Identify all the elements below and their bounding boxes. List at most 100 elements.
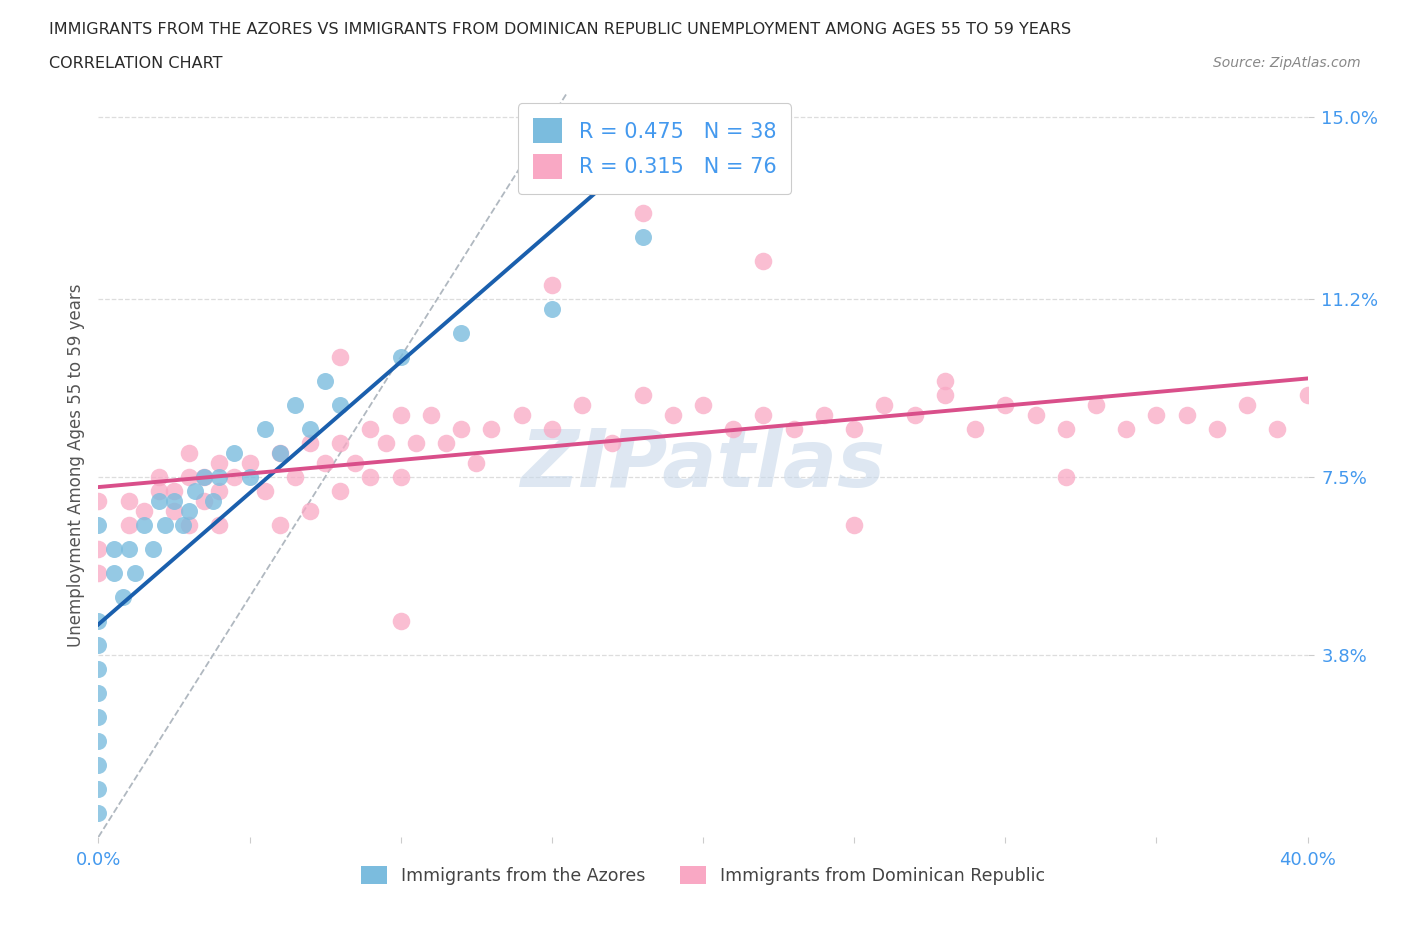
Point: [692, 397, 714, 412]
Text: Source: ZipAtlas.com: Source: ZipAtlas.com: [1213, 56, 1361, 70]
Point: [224, 470, 246, 485]
Point: [284, 470, 307, 485]
Point: [179, 470, 201, 485]
Point: [374, 436, 396, 451]
Point: [299, 421, 322, 436]
Point: [510, 407, 533, 422]
Text: CORRELATION CHART: CORRELATION CHART: [49, 56, 222, 71]
Point: [179, 503, 201, 518]
Point: [329, 484, 352, 498]
Point: [329, 436, 352, 451]
Point: [87, 565, 110, 580]
Point: [253, 484, 276, 498]
Point: [1115, 421, 1137, 436]
Point: [299, 503, 322, 518]
Point: [1085, 397, 1108, 412]
Point: [602, 436, 624, 451]
Point: [661, 407, 683, 422]
Point: [148, 494, 170, 509]
Point: [783, 421, 806, 436]
Point: [904, 407, 927, 422]
Point: [202, 494, 225, 509]
Point: [184, 484, 207, 498]
Point: [1024, 407, 1046, 422]
Point: [179, 445, 201, 460]
Point: [269, 518, 291, 533]
Point: [124, 565, 146, 580]
Point: [360, 470, 382, 485]
Point: [1236, 397, 1258, 412]
Point: [1054, 421, 1077, 436]
Point: [132, 518, 155, 533]
Point: [284, 397, 307, 412]
Point: [420, 407, 443, 422]
Point: [1206, 421, 1229, 436]
Text: IMMIGRANTS FROM THE AZORES VS IMMIGRANTS FROM DOMINICAN REPUBLIC UNEMPLOYMENT AM: IMMIGRANTS FROM THE AZORES VS IMMIGRANTS…: [49, 22, 1071, 37]
Point: [934, 388, 956, 403]
Point: [481, 421, 503, 436]
Point: [87, 541, 110, 556]
Point: [1054, 470, 1077, 485]
Point: [934, 374, 956, 389]
Point: [172, 518, 194, 533]
Point: [163, 503, 186, 518]
Point: [148, 470, 170, 485]
Point: [103, 541, 125, 556]
Point: [389, 407, 412, 422]
Point: [87, 758, 110, 773]
Point: [450, 421, 472, 436]
Point: [208, 518, 231, 533]
Point: [540, 277, 562, 292]
Point: [1175, 407, 1198, 422]
Point: [193, 494, 215, 509]
Point: [329, 397, 352, 412]
Point: [465, 455, 488, 470]
Point: [540, 421, 562, 436]
Point: [153, 518, 176, 533]
Point: [269, 445, 291, 460]
Point: [389, 614, 412, 629]
Point: [163, 484, 186, 498]
Point: [314, 374, 336, 389]
Point: [253, 421, 276, 436]
Point: [405, 436, 427, 451]
Point: [148, 484, 170, 498]
Point: [965, 421, 987, 436]
Point: [450, 326, 472, 340]
Point: [87, 805, 110, 820]
Legend: Immigrants from the Azores, Immigrants from Dominican Republic: Immigrants from the Azores, Immigrants f…: [354, 859, 1052, 892]
Point: [87, 685, 110, 700]
Point: [103, 565, 125, 580]
Y-axis label: Unemployment Among Ages 55 to 59 years: Unemployment Among Ages 55 to 59 years: [66, 284, 84, 646]
Point: [360, 421, 382, 436]
Point: [1296, 388, 1319, 403]
Point: [723, 421, 745, 436]
Point: [87, 710, 110, 724]
Point: [631, 388, 654, 403]
Point: [87, 781, 110, 796]
Point: [208, 470, 231, 485]
Point: [540, 301, 562, 316]
Point: [269, 445, 291, 460]
Point: [87, 494, 110, 509]
Point: [389, 470, 412, 485]
Point: [1144, 407, 1167, 422]
Point: [299, 436, 322, 451]
Point: [87, 661, 110, 676]
Point: [142, 541, 165, 556]
Point: [1267, 421, 1289, 436]
Point: [844, 518, 866, 533]
Point: [193, 470, 215, 485]
Point: [179, 518, 201, 533]
Point: [389, 350, 412, 365]
Point: [994, 397, 1017, 412]
Point: [752, 407, 775, 422]
Point: [87, 518, 110, 533]
Point: [87, 638, 110, 653]
Text: ZIPatlas: ZIPatlas: [520, 426, 886, 504]
Point: [208, 455, 231, 470]
Point: [193, 470, 215, 485]
Point: [87, 614, 110, 629]
Point: [87, 734, 110, 749]
Point: [873, 397, 896, 412]
